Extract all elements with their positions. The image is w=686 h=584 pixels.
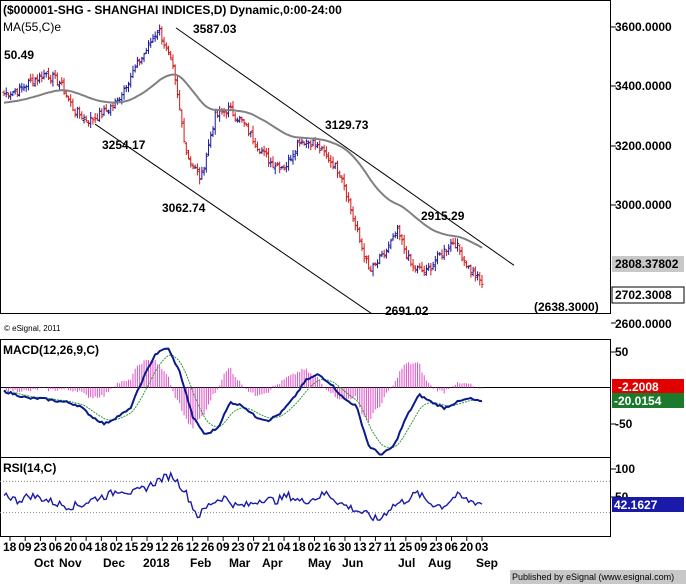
x-tick-day: 18 xyxy=(94,540,108,554)
copyright-label: © eSignal, 2011 xyxy=(4,324,61,333)
price-axis: 3600.0000 3400.0000 3200.0000 3000.0000 … xyxy=(611,20,672,331)
x-tick-day: 23 xyxy=(33,540,47,554)
ma-legend: MA(55,C)e xyxy=(3,20,61,34)
x-tick-day: 25 xyxy=(399,540,413,554)
rsi-value-box xyxy=(612,497,684,512)
chart-title: ($000001-SHG - SHANGHAI INDICES,D) Dynam… xyxy=(3,3,342,17)
ma-55-line xyxy=(3,73,483,249)
x-tick-day: 02 xyxy=(308,540,322,554)
x-month-label: May xyxy=(308,556,332,570)
x-tick-day: 06 xyxy=(445,540,459,554)
macd-value-box xyxy=(612,379,684,394)
x-month-label: Oct xyxy=(34,556,54,570)
annotation-2691: 2691.02 xyxy=(385,304,429,318)
annotation-3129: 3129.73 xyxy=(325,118,369,132)
rsi-legend: RSI(14,C) xyxy=(3,461,56,475)
price-panel-frame xyxy=(0,0,611,314)
y-tick-3200: 3200.0000 xyxy=(615,139,672,153)
macd-line xyxy=(3,347,483,456)
x-tick-day: 16 xyxy=(323,540,337,554)
x-tick-day: 29 xyxy=(140,540,154,554)
footer-label: Published by eSignal (www.esignal.com) xyxy=(512,572,674,582)
x-month-label: Nov xyxy=(59,556,82,570)
signal-value-box xyxy=(612,393,684,408)
rsi-line xyxy=(3,470,483,522)
annotation-3587: 3587.03 xyxy=(193,22,237,36)
macd-legend: MACD(12,26,9,C) xyxy=(3,343,99,357)
x-tick-day: 06 xyxy=(49,540,63,554)
x-tick-day: 20 xyxy=(460,540,474,554)
macd-tick-50: 50 xyxy=(615,345,629,359)
rsi-tick-100: 100 xyxy=(615,462,635,476)
rsi-panel-frame xyxy=(0,457,611,537)
x-month-label: Dec xyxy=(103,556,125,570)
x-month-label: Aug xyxy=(428,556,451,570)
y-tick-3400: 3400.0000 xyxy=(615,79,672,93)
x-month-label: Sep xyxy=(476,556,498,570)
x-tick-day: 21 xyxy=(262,540,276,554)
x-tick-day: 23 xyxy=(429,540,443,554)
x-month-label: Apr xyxy=(262,556,283,570)
x-tick-day: 09 xyxy=(216,540,230,554)
target-label: (2638.3000) xyxy=(534,300,599,314)
signal-value-label: -20.0154 xyxy=(614,394,662,408)
x-tick-day: 04 xyxy=(79,540,93,554)
macd-tick-neg50: -50 xyxy=(615,417,633,431)
x-month-label: Mar xyxy=(229,556,251,570)
x-tick-day: 04 xyxy=(277,540,291,554)
annotation-3254: 3254.17 xyxy=(102,138,146,152)
x-tick-day: 07 xyxy=(247,540,261,554)
x-tick-day: 18 xyxy=(292,540,306,554)
macd-panel-frame xyxy=(0,339,611,458)
macd-histogram xyxy=(5,359,483,429)
x-month-label: Jun xyxy=(342,556,363,570)
macd-value-label: -2.2008 xyxy=(618,380,659,394)
footer-box xyxy=(510,570,686,584)
x-tick-day: 27 xyxy=(368,540,382,554)
annotation-2915: 2915.29 xyxy=(421,209,465,223)
x-tick-day: 12 xyxy=(186,540,200,554)
candles xyxy=(2,24,484,288)
x-tick-day: 26 xyxy=(170,540,184,554)
channel-lower-line xyxy=(94,123,372,313)
x-tick-day: 18 xyxy=(3,540,17,554)
x-tick-day: 20 xyxy=(64,540,78,554)
date-axis: 18 09 23 06 20 04 18 02 15 29 12 26 12 26 09 23 07 21 04 18… xyxy=(3,537,498,570)
x-tick-day: 09 xyxy=(414,540,428,554)
x-tick-day: 09 xyxy=(18,540,32,554)
x-tick-day: 15 xyxy=(125,540,139,554)
x-tick-day: 11 xyxy=(384,540,397,554)
x-tick-day: 02 xyxy=(110,540,124,554)
last-price-box xyxy=(611,286,685,304)
macd-signal-line xyxy=(3,354,483,449)
x-tick-day: 12 xyxy=(155,540,169,554)
annotation-50: 50.49 xyxy=(4,48,34,62)
ma-value-box xyxy=(612,256,684,272)
x-month-label: 2018 xyxy=(143,556,170,570)
y-tick-3000: 3000.0000 xyxy=(615,198,672,212)
x-tick-day: 13 xyxy=(353,540,367,554)
x-month-label: Feb xyxy=(190,556,211,570)
channel-upper-line xyxy=(175,27,515,266)
annotation-3062: 3062.74 xyxy=(162,201,206,215)
last-price-label: 2702.3008 xyxy=(615,288,672,302)
y-tick-3600: 3600.0000 xyxy=(615,20,672,34)
x-tick-day: 23 xyxy=(231,540,245,554)
x-tick-day: 26 xyxy=(201,540,215,554)
x-tick-day: 30 xyxy=(338,540,352,554)
ma-value-label: 2808.37802 xyxy=(615,257,679,271)
rsi-value-label: 42.1627 xyxy=(614,498,658,512)
x-month-label: Jul xyxy=(398,556,415,570)
x-tick-day: 03 xyxy=(475,540,489,554)
y-tick-2600: 2600.0000 xyxy=(615,317,672,331)
